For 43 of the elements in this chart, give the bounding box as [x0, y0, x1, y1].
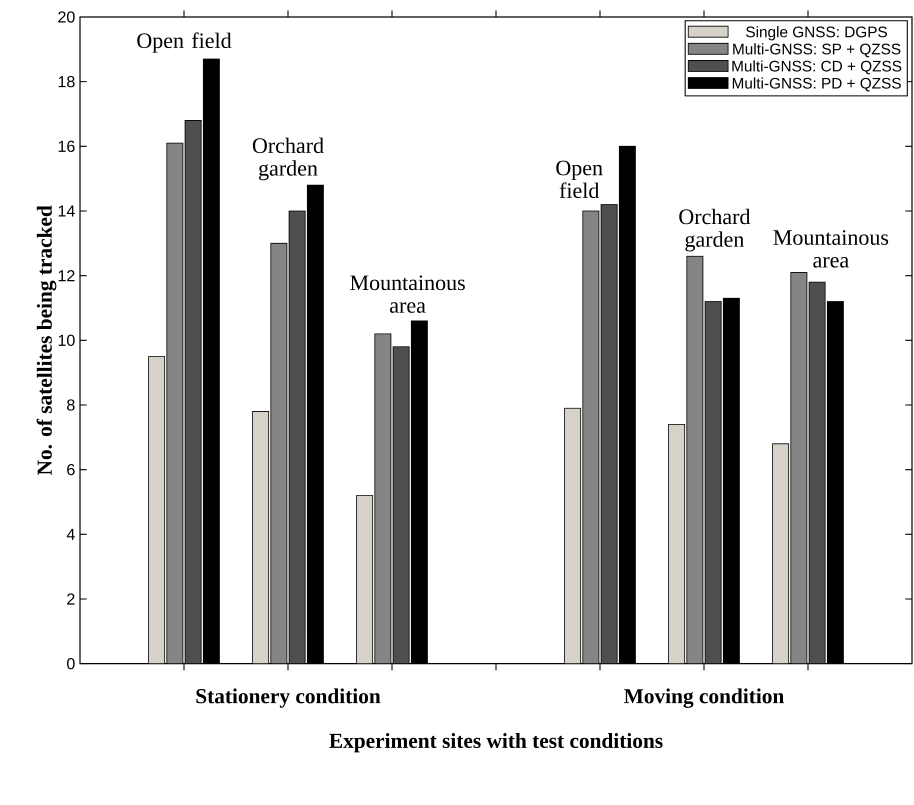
y-tick-label: 20 [58, 11, 75, 23]
bar [393, 346, 410, 664]
bar [582, 210, 599, 664]
y-tick-label: 8 [67, 399, 75, 411]
bar [289, 210, 306, 664]
annotation: Mountainous area [773, 230, 888, 268]
legend-label: Multi-GNSS: PD + QZSS [732, 77, 901, 92]
bar [166, 143, 183, 664]
bar [668, 424, 685, 664]
y-axis-title: No. of satellites being tracked [36, 205, 56, 476]
y-tick-label: 18 [58, 76, 75, 88]
y-tick-label: 16 [58, 140, 75, 152]
legend-label: Multi-GNSS: CD + QZSS [732, 60, 902, 74]
bar [374, 334, 391, 664]
annotation: Open field [556, 160, 603, 198]
legend-label: Multi-GNSS: SP + QZSS [733, 43, 900, 58]
bar [772, 443, 790, 664]
x-tick-label: Stationery condition [196, 688, 380, 708]
bar [686, 256, 703, 664]
annotation: Orchard garden [679, 208, 750, 252]
y-tick-label: 0 [67, 658, 75, 670]
legend-label: Single GNSS: DGPS [746, 26, 887, 40]
y-tick-label: 10 [58, 334, 75, 346]
bar [790, 272, 808, 664]
annotation: Orchard garden [252, 138, 324, 180]
y-tick-label: 2 [67, 593, 74, 605]
bar [705, 302, 722, 664]
x-axis-title: Experiment sites with test conditions [329, 733, 663, 752]
bar [564, 408, 581, 664]
bar [270, 243, 287, 664]
bar [148, 356, 165, 664]
annotation: Open field [137, 32, 232, 53]
x-tick-label: Moving condition [624, 688, 784, 708]
bar [252, 411, 269, 664]
bar [185, 120, 202, 664]
bar [601, 204, 618, 664]
y-tick-label: 12 [58, 270, 74, 282]
y-tick-label: 6 [67, 464, 75, 476]
y-tick-label: 14 [58, 205, 75, 216]
annotation: Mountainous area [350, 275, 465, 313]
y-tick-label: 4 [66, 528, 75, 540]
bar [808, 282, 826, 664]
bar [356, 496, 373, 664]
